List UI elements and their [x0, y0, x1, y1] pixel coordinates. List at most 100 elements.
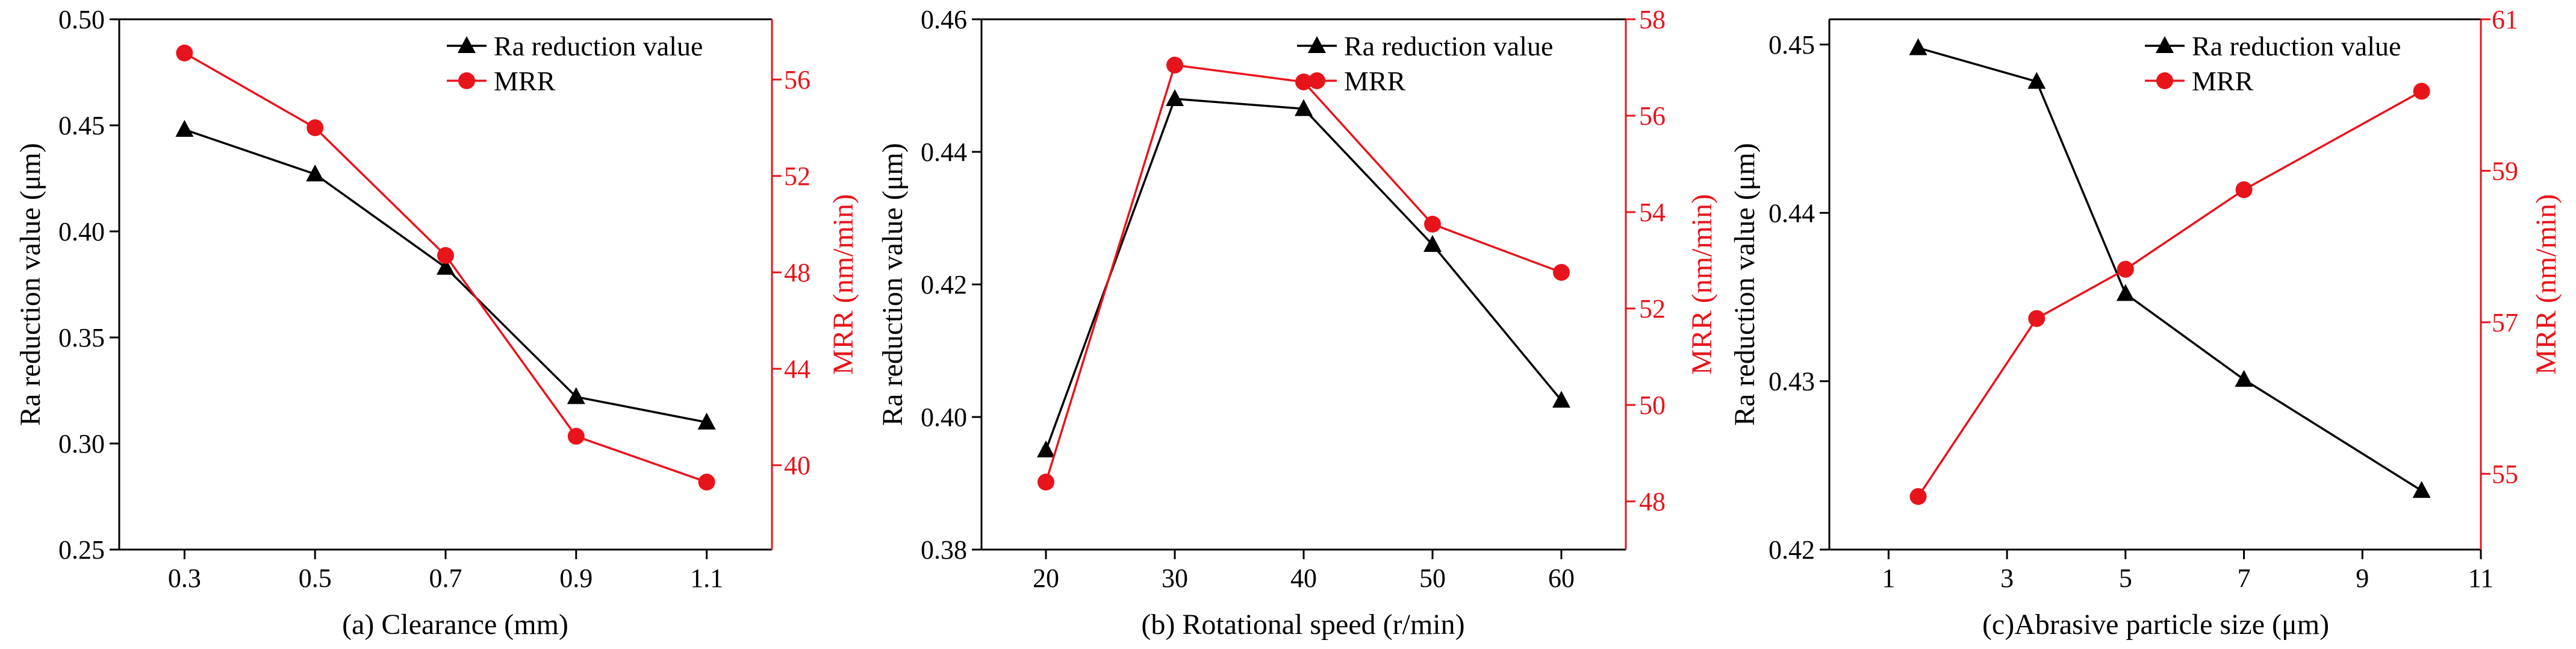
right-y-tick-label: 40 [784, 451, 810, 480]
mrr-data-point-circle [698, 474, 715, 491]
left-y-axis-title: Ra reduction value (μm) [14, 143, 46, 426]
left-y-tick-label: 0.45 [1769, 30, 1815, 60]
x-tick-label: 0.3 [168, 563, 201, 593]
mrr-data-point-circle [2028, 310, 2046, 327]
left-y-tick-label: 0.25 [58, 535, 105, 565]
legend-label: Ra reduction value [2192, 31, 2401, 61]
right-y-axis-title: MRR (nm/min) [2530, 194, 2562, 375]
ra-series-line [1918, 46, 2422, 492]
ra-data-point-triangle [1037, 441, 1055, 457]
ra-data-point-triangle [306, 164, 325, 181]
legend: Ra reduction value MRR [1297, 31, 1553, 96]
left-y-axis-title: Ra reduction value (μm) [877, 143, 909, 426]
legend-marker-circle [458, 72, 475, 89]
mrr-data-point-circle [176, 45, 193, 61]
x-tick-label: 30 [1162, 563, 1188, 593]
right-y-tick-label: 50 [1639, 390, 1666, 420]
x-tick-label: 9 [2356, 563, 2369, 593]
left-y-tick-label: 0.40 [921, 403, 967, 432]
ra-data-point-triangle [1909, 38, 1927, 55]
legend-label: MRR [494, 66, 556, 96]
ra-series-line [1045, 98, 1563, 451]
mrr-data-point-circle [567, 428, 585, 445]
chart-panel-2: 20 30 40 50 60 0.38 0.40 0.42 0.44 0.46 48 50 52 54 56… [877, 5, 1718, 641]
ra-data-point-triangle [1552, 390, 1570, 408]
ra-data-point-triangle [2235, 369, 2253, 387]
figure-caption: (c)Abrasive particle size (μm) [1982, 609, 2329, 641]
x-tick-label: 60 [1548, 563, 1575, 593]
mrr-series-line [1045, 64, 1562, 483]
left-y-tick-label: 0.43 [1769, 367, 1815, 397]
legend-marker-triangle [1308, 36, 1326, 53]
legend-label: Ra reduction value [1344, 31, 1553, 61]
mrr-series-line [1917, 90, 2422, 497]
x-tick-label: 11 [2468, 563, 2494, 593]
legend-label: MRR [1344, 66, 1406, 96]
x-tick-label: 20 [1033, 563, 1059, 593]
ra-data-point-triangle [2412, 481, 2431, 498]
left-y-tick-label: 0.45 [58, 111, 105, 140]
legend-marker-triangle [458, 36, 476, 53]
right-y-tick-label: 56 [1639, 101, 1666, 131]
x-tick-label: 3 [2000, 563, 2014, 593]
ra-data-point-triangle [2027, 72, 2046, 89]
mrr-data-point-circle [306, 119, 324, 136]
left-y-tick-label: 0.38 [921, 535, 967, 565]
left-y-tick-label: 0.35 [58, 323, 105, 353]
legend-marker-triangle [2156, 36, 2174, 53]
chart-panel-1: 0.3 0.5 0.7 0.9 1.1 0.25 0.30 0.35 0.40 0.45 0.50 4… [14, 5, 859, 641]
left-y-tick-label: 0.40 [58, 217, 105, 246]
left-y-tick-label: 0.42 [1769, 535, 1815, 565]
right-y-tick-label: 56 [784, 65, 810, 95]
x-tick-label: 5 [2119, 563, 2132, 593]
legend-marker-circle [1308, 72, 1325, 89]
right-y-axis-title: MRR (nm/min) [827, 194, 859, 375]
right-y-tick-label: 58 [1639, 5, 1666, 34]
ra-data-point-triangle [175, 120, 194, 137]
mrr-data-point-circle [1909, 488, 1927, 505]
right-y-tick-label: 44 [784, 354, 810, 384]
ra-data-point-triangle [1295, 99, 1313, 116]
right-y-tick-label: 48 [1639, 487, 1666, 516]
x-tick-label: 7 [2238, 563, 2251, 593]
legend: Ra reduction value MRR [2145, 31, 2401, 96]
right-y-tick-label: 52 [1639, 294, 1666, 324]
mrr-data-point-circle [437, 247, 454, 264]
left-y-tick-label: 0.44 [921, 137, 967, 167]
x-tick-label: 0.7 [429, 563, 462, 593]
right-y-tick-label: 59 [2492, 156, 2518, 186]
mrr-data-point-circle [2117, 260, 2134, 278]
right-y-tick-label: 48 [784, 258, 810, 287]
right-y-axis-title: MRR (nm/min) [1686, 194, 1718, 375]
ra-data-point-triangle [437, 257, 455, 275]
figure-caption: (b) Rotational speed (r/min) [1141, 609, 1464, 641]
legend: Ra reduction value MRR [447, 31, 703, 96]
x-tick-label: 0.9 [559, 563, 593, 593]
x-tick-label: 1.1 [690, 563, 723, 593]
mrr-data-point-circle [2413, 83, 2430, 100]
right-y-tick-label: 57 [2492, 308, 2518, 337]
ra-data-point-triangle [697, 412, 716, 430]
mrr-data-point-circle [1295, 74, 1312, 90]
ra-data-point-triangle [1423, 235, 1442, 252]
left-y-tick-label: 0.44 [1769, 198, 1815, 228]
right-y-tick-label: 55 [2492, 459, 2518, 489]
x-tick-label: 0.5 [299, 563, 332, 593]
left-y-tick-label: 0.42 [921, 270, 967, 299]
mrr-data-point-circle [1166, 57, 1183, 74]
right-y-tick-label: 61 [2492, 5, 2518, 34]
figure-caption: (a) Clearance (mm) [342, 609, 568, 641]
ra-data-point-triangle [2116, 284, 2135, 301]
legend-label: MRR [2192, 66, 2254, 96]
x-tick-label: 50 [1419, 563, 1446, 593]
ra-series-line [184, 128, 707, 424]
legend-marker-circle [2156, 72, 2173, 89]
x-tick-label: 1 [1882, 563, 1895, 593]
x-tick-label: 40 [1290, 563, 1317, 593]
left-y-tick-label: 0.50 [58, 5, 105, 34]
ra-data-point-triangle [1166, 89, 1184, 106]
mrr-data-point-circle [1553, 264, 1570, 281]
right-y-tick-label: 52 [784, 161, 810, 191]
mrr-data-point-circle [2235, 181, 2253, 198]
